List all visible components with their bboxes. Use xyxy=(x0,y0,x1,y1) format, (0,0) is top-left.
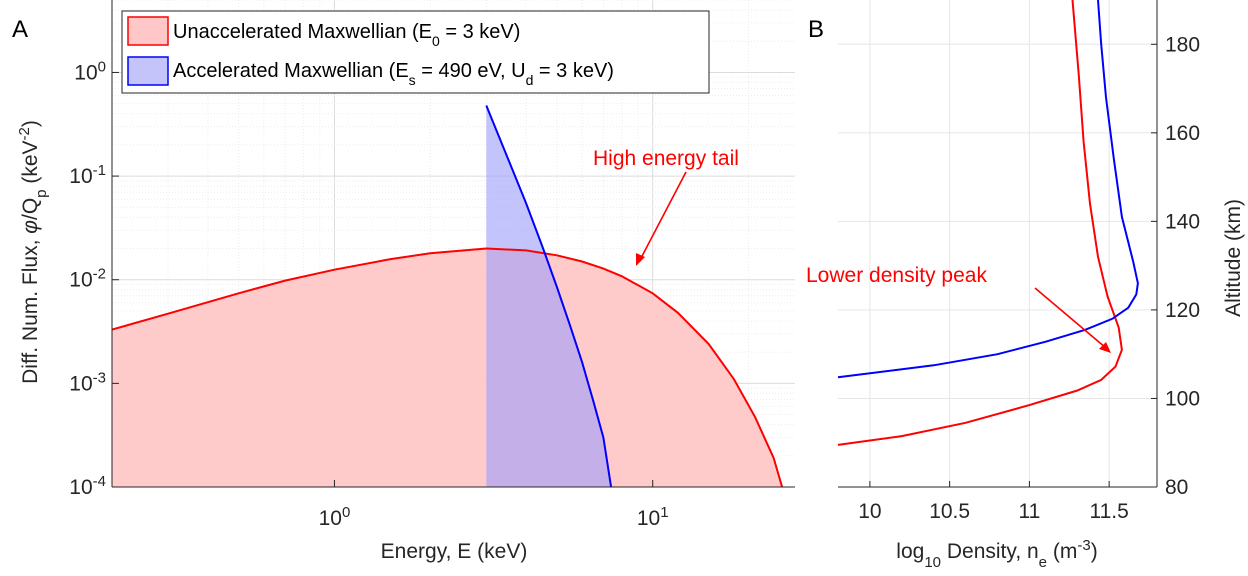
panel-a-x-tick-labels: 100 101 xyxy=(319,504,669,531)
panel-b-x-tick-label: 10 xyxy=(858,500,881,523)
panel-b-y-tick-label: 160 xyxy=(1165,122,1200,145)
high-energy-tail-arrow xyxy=(636,171,687,266)
panel-b-y-axis-label: Altitude (km) xyxy=(1222,199,1245,317)
accelerated-area-fill xyxy=(486,105,612,487)
panel-a-y-tick-label: 10-1 xyxy=(69,162,106,189)
unaccelerated-area-fill xyxy=(112,248,783,487)
lower-density-peak-annotation: Lower density peak xyxy=(806,264,987,287)
density-profile-accelerated xyxy=(837,0,1139,379)
unaccelerated-maxwellian-line xyxy=(111,247,784,488)
legend-swatch-accelerated xyxy=(127,56,169,86)
panel-a-x-axis-label: Energy, E (keV) xyxy=(381,540,528,563)
panel-a-y-tick-label: 100 xyxy=(74,58,106,85)
panel-b-y-tick-labels: 80 100 120 140 160 180 xyxy=(1165,33,1200,499)
panel-b-axes xyxy=(838,0,1158,488)
panel-a-fills xyxy=(112,105,783,487)
panel-a-y-tick-label: 10-3 xyxy=(69,369,106,396)
panel-a-axes xyxy=(111,0,795,488)
panel-b-y-tick-label: 140 xyxy=(1165,210,1200,233)
panel-b-y-tick-label: 100 xyxy=(1165,387,1200,410)
panel-b-x-tick-label: 10.5 xyxy=(929,500,970,523)
legend-swatch-unaccelerated xyxy=(127,16,169,46)
high-energy-tail-annotation: High energy tail xyxy=(593,147,739,170)
panel-a-x-tick-label: 100 xyxy=(319,504,351,531)
panel-a-plot: 100 101 10-4 10-3 10-2 10-1 100 Energy, E (ke… xyxy=(16,0,795,563)
panel-b-x-tick-labels: 10 10.5 11 11.5 xyxy=(858,500,1129,523)
panel-b-letter: B xyxy=(808,16,824,43)
panel-b-x-tick-label: 11 xyxy=(1018,500,1040,523)
panel-a-y-tick-label: 10-2 xyxy=(69,265,106,292)
panel-b-x-tick-label: 11.5 xyxy=(1089,500,1128,523)
panel-a-letter: A xyxy=(12,16,28,43)
density-profile-unaccelerated xyxy=(837,0,1123,446)
panel-b-lines xyxy=(837,0,1139,446)
panel-a-lines xyxy=(111,105,784,488)
panel-b-y-tick-label: 120 xyxy=(1165,299,1200,322)
panel-a-y-tick-labels: 10-4 10-3 10-2 10-1 100 xyxy=(69,58,106,499)
panel-b-y-tick-label: 80 xyxy=(1165,476,1188,499)
accelerated-maxwellian-line xyxy=(485,105,613,488)
panel-a-y-tick-label: 10-4 xyxy=(69,473,106,500)
panel-a-y-axis-label: Diff. Num. Flux, φ/Qp (keV-2) xyxy=(16,120,50,384)
panel-b-plot: 10 10.5 11 11.5 80 100 120 140 160 180 log10 Den… xyxy=(806,0,1245,571)
panel-a-x-tick-label: 101 xyxy=(637,504,669,531)
panel-b-y-tick-label: 180 xyxy=(1165,33,1200,56)
legend: Unaccelerated Maxwellian (E0 = 3 keV) Ac… xyxy=(121,10,710,94)
panel-b-x-axis-label: log10 Density, ne (m-3) xyxy=(896,537,1097,571)
lower-density-peak-arrow xyxy=(1034,287,1111,353)
